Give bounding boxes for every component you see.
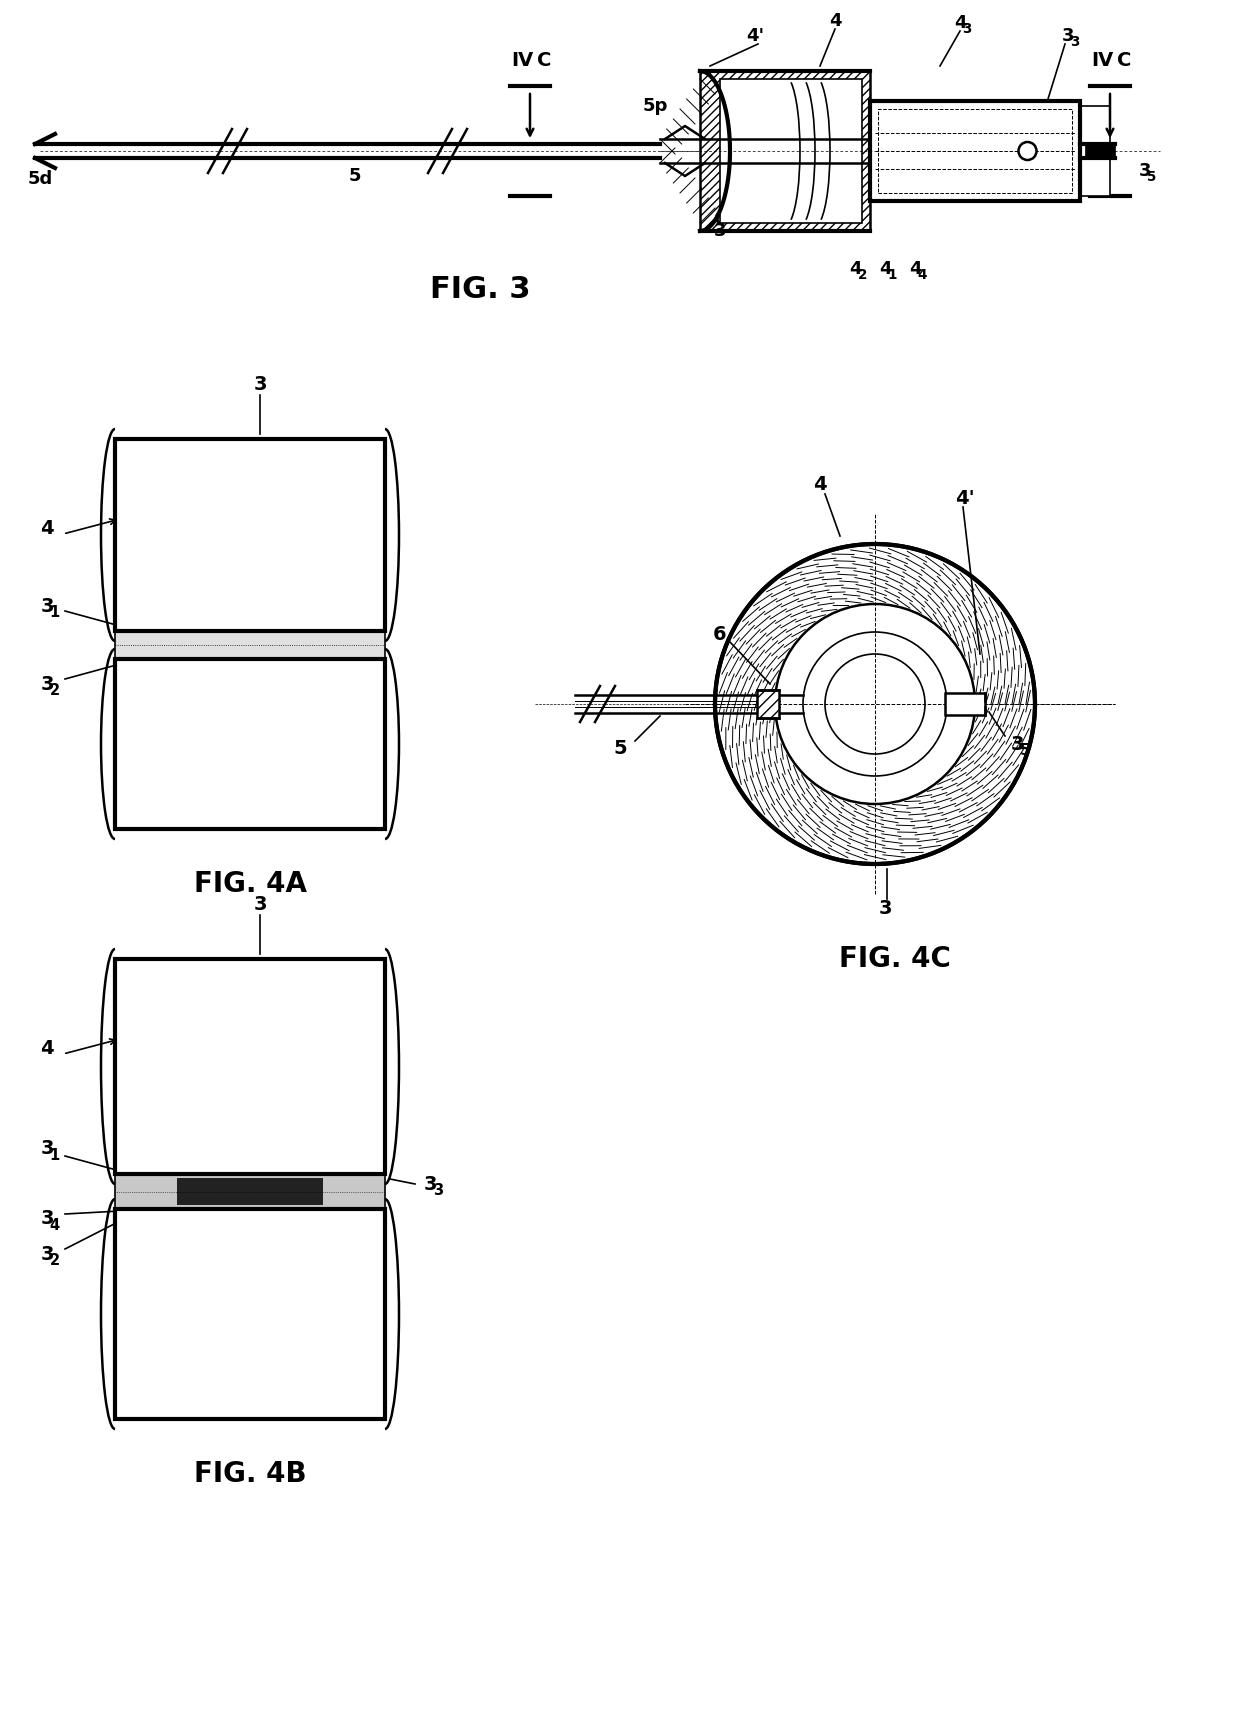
Text: 3: 3 [962,22,972,36]
Bar [115,631,384,660]
Text: 3: 3 [714,222,727,239]
Text: 3: 3 [878,899,892,918]
Text: 5d: 5d [29,169,53,188]
Bar [756,690,779,718]
Bar [870,101,1080,202]
Circle shape [804,632,947,776]
Circle shape [1018,142,1037,161]
Text: 4: 4 [954,14,966,32]
Text: 4: 4 [918,268,926,282]
Bar [177,1178,233,1205]
Text: 3: 3 [423,1174,436,1193]
Text: 2: 2 [50,1253,60,1268]
Text: 4: 4 [909,260,921,279]
Text: 5: 5 [1147,169,1157,185]
Bar [222,1178,278,1205]
Text: 4: 4 [40,520,53,538]
Text: 3: 3 [1070,34,1080,50]
Bar [720,79,862,222]
Text: 4: 4 [40,1039,53,1058]
Bar [115,439,384,631]
Text: 5: 5 [348,167,361,185]
Bar [115,1208,384,1418]
Text: 2: 2 [858,268,867,282]
Text: 1: 1 [50,1148,60,1162]
Bar [1085,144,1115,157]
Text: FIG. 4C: FIG. 4C [839,945,951,972]
Bar [267,1178,322,1205]
Text: 1: 1 [888,268,897,282]
Text: 3: 3 [1138,162,1151,179]
Text: 3: 3 [40,1140,53,1159]
Text: 6: 6 [714,210,727,227]
Text: IV: IV [511,51,533,70]
Text: 3: 3 [40,596,53,615]
Text: 3: 3 [1061,27,1074,44]
Text: 5p: 5p [642,97,667,115]
Text: 3: 3 [253,894,267,914]
Bar [1080,106,1110,197]
Circle shape [715,543,1035,865]
Text: IV: IV [1091,51,1114,70]
Text: FIG. 4A: FIG. 4A [193,870,306,897]
Text: 2: 2 [50,684,60,697]
Text: 4: 4 [848,260,862,279]
Text: 3: 3 [433,1183,443,1198]
Text: 1: 1 [50,605,60,620]
Text: C: C [1117,51,1131,70]
Text: 5: 5 [1019,743,1030,757]
Bar [945,694,985,714]
Bar [950,696,980,713]
Bar [115,959,384,1174]
Bar [115,1174,384,1208]
Text: 3: 3 [40,1244,53,1263]
Text: 3: 3 [40,675,53,694]
Bar [701,72,870,231]
Text: 4: 4 [813,475,827,494]
Text: 3: 3 [253,374,267,393]
Text: 5: 5 [614,740,626,759]
Text: 4: 4 [50,1219,60,1232]
Text: FIG. 4B: FIG. 4B [193,1459,306,1489]
Text: 4': 4' [955,489,975,509]
Text: 3: 3 [1011,735,1024,754]
Text: 6: 6 [713,624,727,644]
Text: 4: 4 [879,260,892,279]
Text: FIG. 3: FIG. 3 [430,275,531,304]
Text: 4': 4' [746,27,764,44]
Circle shape [775,603,975,803]
Bar [878,109,1073,193]
Text: 3: 3 [40,1210,53,1229]
Text: 4: 4 [828,12,841,31]
Text: C: C [537,51,552,70]
Bar [115,660,384,829]
